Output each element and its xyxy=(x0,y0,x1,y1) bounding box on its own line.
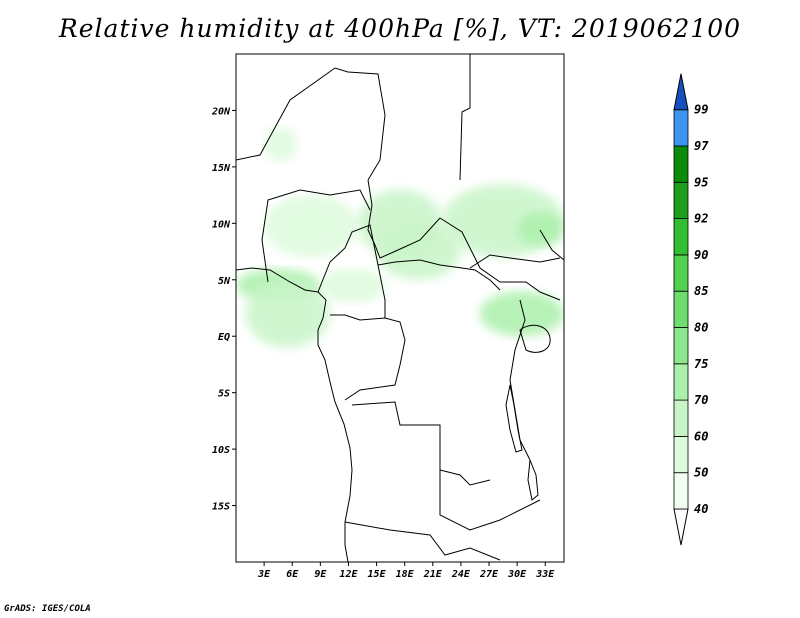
lake-victoria xyxy=(519,324,551,353)
border-car xyxy=(377,259,501,291)
border-namibia xyxy=(344,521,501,561)
border-sahara xyxy=(236,67,386,181)
coastline-west xyxy=(236,267,353,562)
humidity-patch-car xyxy=(376,223,461,280)
colorbar-segment xyxy=(673,181,689,220)
y-tick-label: 10S xyxy=(212,445,230,456)
lake-malawi xyxy=(527,459,539,501)
colorbar-label: 92 xyxy=(694,212,708,226)
border-cameroon xyxy=(317,224,386,318)
chart-title: Relative humidity at 400hPa [%], VT: 201… xyxy=(58,14,742,43)
colorbar-extend-low xyxy=(673,508,689,546)
colorbar-segment xyxy=(673,290,689,328)
colorbar-label: 50 xyxy=(694,466,708,480)
colorbar-label: 85 xyxy=(694,284,708,298)
humidity-patch-coast xyxy=(245,279,330,348)
humidity-patch-cameroon xyxy=(320,268,386,303)
x-tick-label: 24E xyxy=(451,569,471,580)
y-tick-label: 15S xyxy=(212,502,230,513)
colorbar-label: 80 xyxy=(694,321,708,335)
x-tick-label: 33E xyxy=(535,569,555,580)
colorbar-label: 97 xyxy=(694,139,709,153)
colorbar-label: 70 xyxy=(694,393,708,407)
colorbar-segment xyxy=(673,218,689,256)
humidity-patch-ethiopia xyxy=(517,212,564,246)
y-axis: 20N 15N 10N 5N EQ 5S 10S 15S xyxy=(211,106,236,513)
colorbar-label: 75 xyxy=(694,357,708,371)
border-congo xyxy=(330,314,406,401)
border-niger-chad xyxy=(367,179,441,259)
x-tick-label: 9E xyxy=(314,569,327,580)
border-angola xyxy=(351,401,491,486)
colorbar-extend-high xyxy=(673,73,689,111)
border-chad-sudan xyxy=(439,217,561,301)
x-tick-label: 18E xyxy=(396,569,415,580)
border-libya-egypt xyxy=(459,54,471,181)
x-tick-label: 15E xyxy=(368,569,387,580)
humidity-patch-nigeria xyxy=(264,195,358,258)
x-axis: 3E 6E 9E 12E 15E 18E 21E 24E 27E 30E 33E xyxy=(257,562,555,580)
x-tick-label: 6E xyxy=(286,569,299,580)
colorbar-segment xyxy=(673,327,689,365)
colorbar-label: 95 xyxy=(694,175,708,189)
colorbar-label: 40 xyxy=(694,502,708,516)
colorbar-segment xyxy=(673,254,689,292)
country-borders xyxy=(236,54,564,562)
y-tick-label: 5S xyxy=(218,389,230,400)
colorbar-segment xyxy=(673,472,689,510)
y-tick-label: 5N xyxy=(218,276,231,287)
y-tick-label: EQ xyxy=(218,332,230,343)
lake-tanganyika xyxy=(505,384,523,453)
colorbar-segment xyxy=(673,363,689,401)
colorbar-label: 99 xyxy=(694,103,708,117)
map-frame xyxy=(235,53,565,563)
y-tick-label: 15N xyxy=(212,163,231,174)
x-tick-label: 21E xyxy=(423,569,443,580)
border-sudan-south xyxy=(469,254,561,269)
colorbar: 40 50 60 70 75 80 85 90 92 95 97 99 xyxy=(673,73,709,546)
humidity-shading xyxy=(236,127,564,348)
y-tick-label: 20N xyxy=(211,106,231,117)
colorbar-segment xyxy=(673,399,689,437)
y-tick-label: 10N xyxy=(212,219,231,230)
x-tick-label: 27E xyxy=(479,569,499,580)
x-tick-label: 30E xyxy=(507,569,527,580)
x-tick-label: 12E xyxy=(339,569,358,580)
x-tick-label: 3E xyxy=(257,569,271,580)
colorbar-label: 90 xyxy=(694,248,708,262)
border-ethiopia xyxy=(539,229,564,261)
colorbar-segment xyxy=(673,145,689,183)
humidity-patch-sahel-west xyxy=(264,127,297,162)
grads-credit: GrADS: IGES/COLA xyxy=(4,604,91,614)
colorbar-segment xyxy=(673,435,689,474)
colorbar-segment xyxy=(673,109,689,147)
border-nigeria xyxy=(261,189,371,283)
border-zambia xyxy=(439,470,541,531)
colorbar-label: 60 xyxy=(694,429,708,443)
humidity-patch-lakes xyxy=(479,291,564,337)
